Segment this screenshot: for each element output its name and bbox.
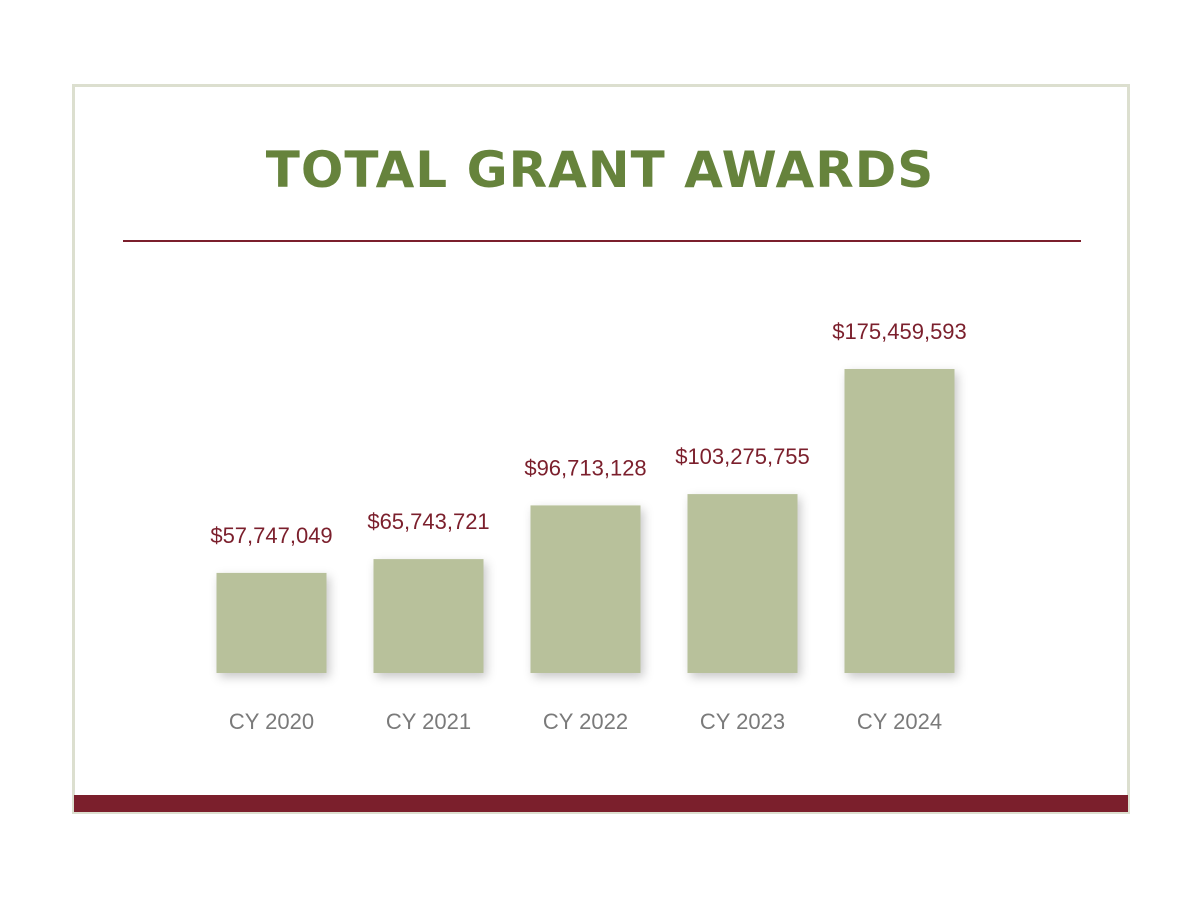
x-axis-tick-labels: CY 2020 CY 2021 CY 2022 CY 2023 CY 2024 — [229, 709, 942, 734]
value-label: $175,459,593 — [832, 319, 967, 344]
value-label: $96,713,128 — [524, 455, 646, 480]
x-tick-label: CY 2024 — [857, 709, 942, 734]
bar-cy-2021 — [373, 559, 484, 673]
x-tick-label: CY 2023 — [700, 709, 785, 734]
value-labels-group: $57,747,049 $65,743,721 $96,713,128 $103,27… — [210, 319, 966, 548]
chart-title: TOTAL GRANT AWARDS — [265, 141, 935, 199]
value-label: $65,743,721 — [367, 509, 489, 534]
bar-cy-2020 — [216, 572, 327, 673]
footer-band — [74, 795, 1128, 812]
value-label: $103,275,755 — [675, 444, 810, 469]
title-divider — [123, 240, 1081, 242]
x-tick-label: CY 2021 — [386, 709, 471, 734]
bar-cy-2024 — [844, 369, 955, 673]
bar-cy-2022 — [530, 505, 641, 673]
x-tick-label: CY 2020 — [229, 709, 314, 734]
bar-cy-2023 — [687, 494, 798, 673]
x-tick-label: CY 2022 — [543, 709, 628, 734]
bars-group — [216, 369, 955, 673]
value-label: $57,747,049 — [210, 523, 332, 548]
